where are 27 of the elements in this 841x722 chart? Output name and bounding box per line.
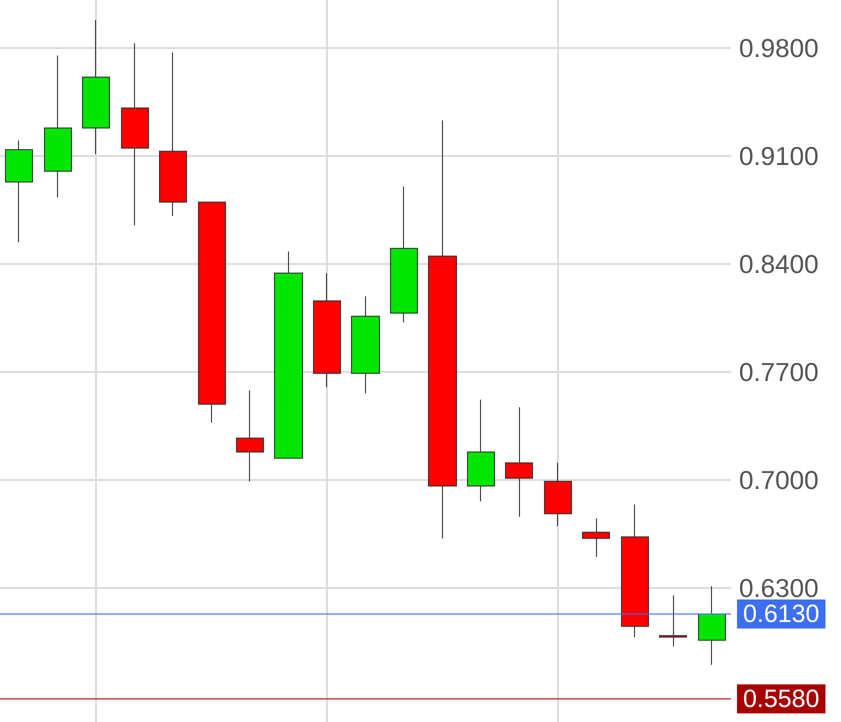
y-tick-label: 0.8400 (739, 248, 819, 279)
candlestick (467, 399, 495, 502)
candlestick (44, 55, 72, 198)
candlestick (313, 272, 341, 388)
candlestick (236, 390, 264, 482)
y-tick-label: 0.7000 (739, 464, 819, 495)
candlestick (82, 20, 110, 155)
candlestick (198, 202, 226, 424)
y-tick-label: 0.7700 (739, 356, 819, 387)
candlestick (5, 140, 33, 243)
candlestick (582, 518, 610, 558)
y-tick-label: 0.6300 (739, 572, 819, 603)
candlestick (274, 250, 303, 459)
candlestick (698, 586, 726, 666)
candlestick (390, 186, 418, 323)
y-tick-label: 0.9100 (739, 140, 819, 171)
candlestick (505, 406, 533, 518)
candlestick (659, 594, 687, 647)
ref-line-label: 0.5580 (743, 684, 820, 713)
candlestick (428, 120, 457, 539)
candlestick (121, 42, 149, 226)
ref-line-label: 0.6130 (743, 600, 820, 628)
candlestick (621, 504, 649, 638)
candlestick (351, 296, 380, 394)
candlestick (544, 462, 572, 527)
y-tick-label: 0.9800 (739, 32, 819, 63)
candlestick (159, 52, 187, 216)
